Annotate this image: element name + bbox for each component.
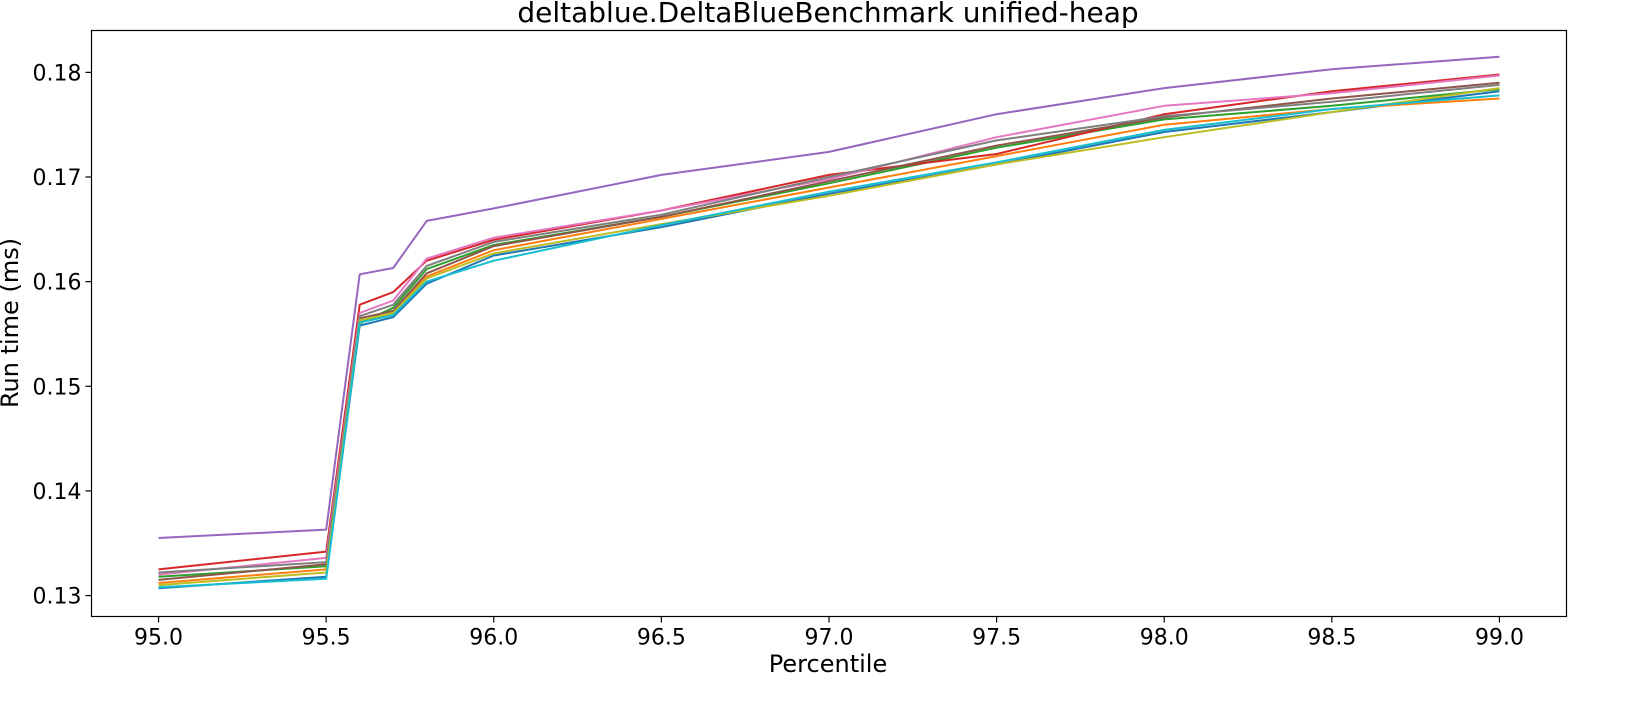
x-tick-label: 99.0 [1475,626,1524,651]
x-axis-label: Percentile [769,650,887,678]
y-tick-label: 0.15 [33,375,82,400]
x-tick-label: 96.0 [469,626,518,651]
series-line-2 [158,97,1500,584]
y-axis-label: Run time (ms) [0,238,24,408]
x-tick-label: 96.5 [637,626,686,651]
series-line-9 [158,87,1500,587]
y-tick-label: 0.14 [33,480,82,505]
y-axis: 0.13 0.14 0.15 0.16 0.17 0.18 [33,61,92,610]
series-line-4 [158,73,1500,571]
chart-title: deltablue.DeltaBlueBenchmark unified-hea… [517,0,1138,29]
y-tick-label: 0.13 [33,585,82,610]
series-line-5 [158,55,1500,539]
series-lines [158,55,1500,590]
y-tick-label: 0.18 [33,61,82,86]
x-tick-label: 98.5 [1307,626,1356,651]
series-line-10 [158,94,1500,589]
x-axis: 95.0 95.5 96.0 96.5 97.0 97.5 98.0 98.5 99.0 [134,616,1524,651]
x-tick-label: 97.5 [972,626,1021,651]
series-line-1 [158,90,1500,590]
x-tick-label: 95.0 [134,626,183,651]
y-tick-label: 0.17 [33,166,82,191]
plot-frame [90,29,1568,618]
y-tick-label: 0.16 [33,271,82,296]
x-tick-label: 98.0 [1140,626,1189,651]
x-tick-label: 97.0 [805,626,854,651]
x-tick-label: 95.5 [302,626,351,651]
